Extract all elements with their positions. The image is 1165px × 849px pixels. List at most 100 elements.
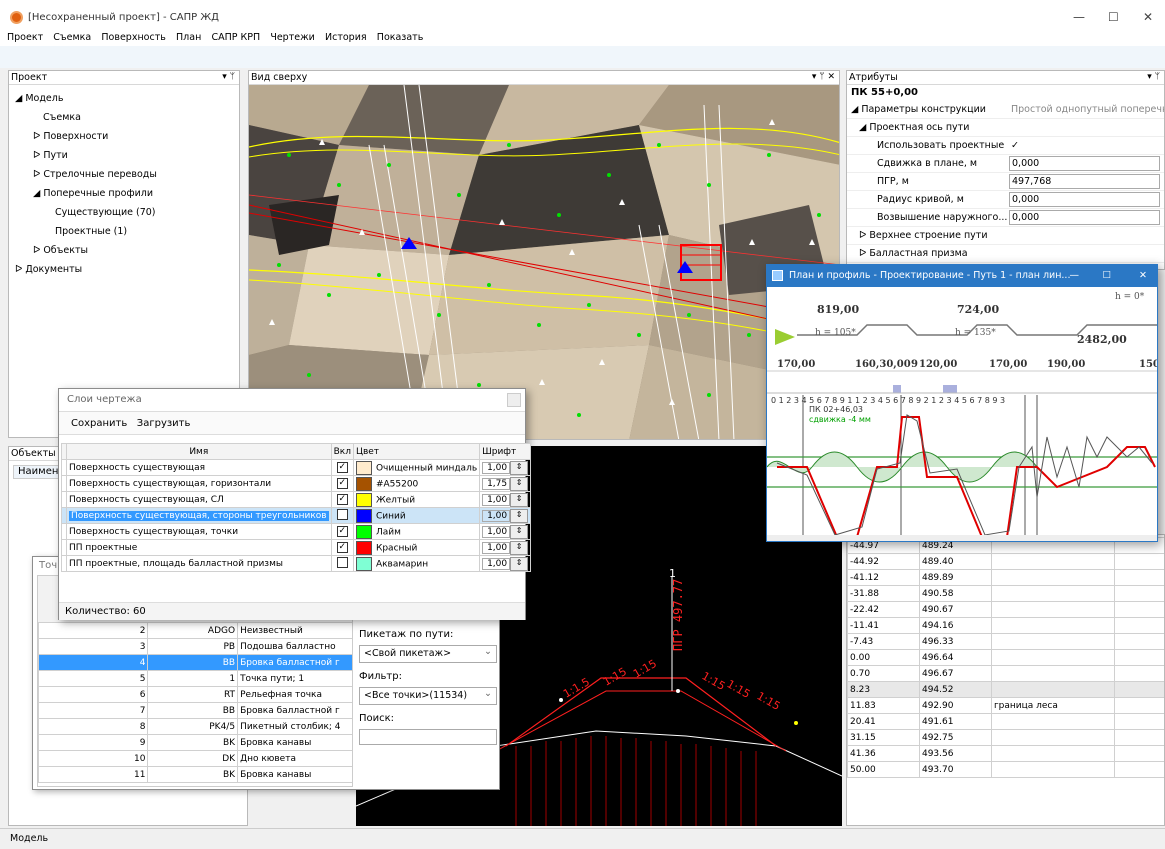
attribute-row[interactable]: Возвышение наружного... 0,000 bbox=[847, 209, 1164, 227]
close-button[interactable]: ✕ bbox=[1143, 10, 1154, 24]
menu-survey[interactable]: Съемка bbox=[53, 32, 92, 43]
table-row[interactable]: -7.43 496.33 bbox=[847, 633, 1164, 650]
layer-font[interactable]: 1,00 ⇕ bbox=[479, 539, 532, 556]
table-row[interactable]: 8.23 494.52 bbox=[847, 681, 1164, 698]
tree-item[interactable]: ᐅ Поверхности bbox=[33, 131, 109, 142]
attribute-row[interactable]: ᐅ Балластная призма bbox=[847, 245, 1164, 263]
table-row[interactable]: -31.88 490.58 bbox=[847, 585, 1164, 602]
layers-close-icon[interactable] bbox=[507, 393, 521, 407]
pin-icon[interactable]: ▾ ᛘ bbox=[1147, 72, 1160, 82]
load-button[interactable]: Загрузить bbox=[136, 418, 191, 429]
layer-color[interactable]: Красный bbox=[352, 539, 481, 556]
layer-row[interactable]: Поверхность существующая, горизонтали ✓ #A… bbox=[61, 475, 532, 492]
table-row[interactable]: -41.12 489.89 bbox=[847, 569, 1164, 586]
layer-color[interactable]: #A55200 bbox=[352, 475, 481, 492]
attribute-value-input[interactable]: 0,000 bbox=[1009, 210, 1160, 225]
layer-font[interactable]: 1,00 ⇕ bbox=[479, 555, 532, 572]
layer-visible-checkbox[interactable]: ✓ bbox=[330, 539, 354, 556]
table-row[interactable]: 11 BK Бровка канавы bbox=[38, 766, 352, 783]
top-view-map[interactable] bbox=[249, 85, 840, 440]
tree-item[interactable]: ᐅ Пути bbox=[33, 150, 68, 161]
layer-font[interactable]: 1,75 ⇕ bbox=[479, 475, 532, 492]
pin-icon[interactable]: ▾ ᛘ ✕ bbox=[811, 72, 835, 82]
layer-row[interactable]: Поверхность существующая, СЛ ✓ Желтый 1,00 ⇕ bbox=[61, 491, 532, 508]
spinner-icon[interactable]: ⇕ bbox=[510, 524, 529, 539]
layer-font[interactable]: 1,00 ⇕ bbox=[479, 507, 532, 524]
table-row[interactable]: 0.70 496.67 bbox=[847, 665, 1164, 682]
layer-color[interactable]: Синий bbox=[352, 507, 481, 524]
font-input[interactable]: 1,00 bbox=[482, 526, 511, 538]
spinner-icon[interactable]: ⇕ bbox=[510, 508, 529, 523]
layer-row[interactable]: ПП проектные ✓ Красный 1,00 ⇕ bbox=[61, 539, 532, 556]
menu-project[interactable]: Проект bbox=[7, 32, 44, 43]
col-color[interactable]: Цвет bbox=[352, 443, 481, 460]
spinner-icon[interactable]: ⇕ bbox=[510, 460, 529, 475]
font-input[interactable]: 1,00 bbox=[482, 558, 511, 570]
menu-plan[interactable]: План bbox=[176, 32, 202, 43]
layer-row[interactable]: Поверхность существующая, точки ✓ Лайм 1,00… bbox=[61, 523, 532, 540]
filter-dropdown[interactable]: <Все точки>(11534) bbox=[359, 686, 497, 705]
layer-visible-checkbox[interactable] bbox=[330, 555, 354, 572]
attribute-row[interactable]: Использовать проектные ✓ bbox=[847, 137, 1164, 155]
layer-color[interactable]: Желтый bbox=[352, 491, 481, 508]
plan-maximize-button[interactable]: ☐ bbox=[1102, 270, 1111, 281]
font-input[interactable]: 1,00 bbox=[482, 462, 511, 474]
layer-visible-checkbox[interactable]: ✓ bbox=[330, 523, 354, 540]
attribute-row[interactable]: Радиус кривой, м 0,000 bbox=[847, 191, 1164, 209]
layer-color[interactable]: Лайм bbox=[352, 523, 481, 540]
layer-visible-checkbox[interactable] bbox=[330, 507, 354, 524]
spinner-icon[interactable]: ⇕ bbox=[510, 492, 529, 507]
table-row[interactable]: 50.00 493.70 bbox=[847, 761, 1164, 778]
menu-show[interactable]: Показать bbox=[376, 32, 424, 43]
tree-item[interactable]: ᐅ Объекты bbox=[33, 245, 88, 256]
col-on[interactable]: Вкл bbox=[330, 443, 354, 460]
layer-color[interactable]: Аквамарин bbox=[352, 555, 481, 572]
table-row[interactable]: 0.00 496.64 bbox=[847, 649, 1164, 666]
attribute-row[interactable]: ◢ Параметры конструкции Простой однопутны… bbox=[847, 101, 1164, 119]
save-button[interactable]: Сохранить bbox=[71, 418, 128, 429]
tree-item[interactable]: Проектные (1) bbox=[55, 226, 128, 237]
search-input[interactable] bbox=[359, 729, 497, 745]
plan-minimize-button[interactable]: — bbox=[1069, 270, 1080, 281]
tree-item[interactable]: ◢ Поперечные профили bbox=[33, 188, 153, 199]
table-row[interactable]: 5 1 Точка пути; 1 bbox=[38, 670, 352, 687]
attribute-row[interactable]: ᐅ Верхнее строение пути bbox=[847, 227, 1164, 245]
attribute-row[interactable]: ◢ Проектная ось пути bbox=[847, 119, 1164, 137]
spinner-icon[interactable]: ⇕ bbox=[510, 556, 529, 571]
plan-profile-chart[interactable]: 819,00 724,00 2482,00 h = 0* h = 105* h … bbox=[767, 287, 1157, 541]
tree-item[interactable]: Съемка bbox=[43, 112, 81, 123]
tree-item[interactable]: Существующие (70) bbox=[55, 207, 156, 218]
col-font[interactable]: Шрифт bbox=[479, 443, 532, 460]
table-row[interactable]: 7 BB Бровка балластной г bbox=[38, 702, 352, 719]
table-row[interactable]: -11.41 494.16 bbox=[847, 617, 1164, 634]
table-row[interactable]: 8 PK4/5 Пикетный столбик; 4 bbox=[38, 718, 352, 735]
layer-row[interactable]: ПП проектные, площадь балластной призмы А… bbox=[61, 555, 532, 572]
table-row[interactable]: -44.92 489.40 bbox=[847, 553, 1164, 570]
spinner-icon[interactable]: ⇕ bbox=[510, 540, 529, 555]
spinner-icon[interactable]: ⇕ bbox=[510, 476, 529, 491]
menu-surface[interactable]: Поверхность bbox=[101, 32, 166, 43]
plan-close-button[interactable]: ✕ bbox=[1139, 270, 1147, 281]
attribute-value-input[interactable]: 0,000 bbox=[1009, 192, 1160, 207]
attribute-row[interactable]: ПГР, м 497,768 bbox=[847, 173, 1164, 191]
layer-font[interactable]: 1,00 ⇕ bbox=[479, 459, 532, 476]
table-row[interactable]: -22.42 490.67 bbox=[847, 601, 1164, 618]
menu-sapr-krp[interactable]: САПР КРП bbox=[211, 32, 261, 43]
table-row[interactable]: 4 BB Бровка балластной г bbox=[38, 654, 352, 671]
pin-icon[interactable]: ▾ ᛘ bbox=[222, 72, 235, 82]
picket-dropdown[interactable]: <Свой пикетаж> bbox=[359, 644, 497, 663]
table-row[interactable]: 9 BK Бровка канавы bbox=[38, 734, 352, 751]
minimize-button[interactable]: — bbox=[1073, 10, 1085, 24]
layer-font[interactable]: 1,00 ⇕ bbox=[479, 523, 532, 540]
layer-row[interactable]: Поверхность существующая ✓ Очищенный минда… bbox=[61, 459, 532, 476]
font-input[interactable]: 1,00 bbox=[482, 510, 511, 522]
menu-drawings[interactable]: Чертежи bbox=[270, 32, 315, 43]
tree-item[interactable]: ᐅ Стрелочные переводы bbox=[33, 169, 157, 180]
menu-history[interactable]: История bbox=[325, 32, 367, 43]
attribute-value-input[interactable]: 0,000 bbox=[1009, 156, 1160, 171]
table-row[interactable]: 2 ADGO Неизвестный bbox=[38, 622, 352, 639]
font-input[interactable]: 1,75 bbox=[482, 478, 511, 490]
layer-row[interactable]: Поверхность существующая, стороны треуго… bbox=[61, 507, 532, 524]
font-input[interactable]: 1,00 bbox=[482, 494, 511, 506]
table-row[interactable]: 10 DK Дно кювета bbox=[38, 750, 352, 767]
